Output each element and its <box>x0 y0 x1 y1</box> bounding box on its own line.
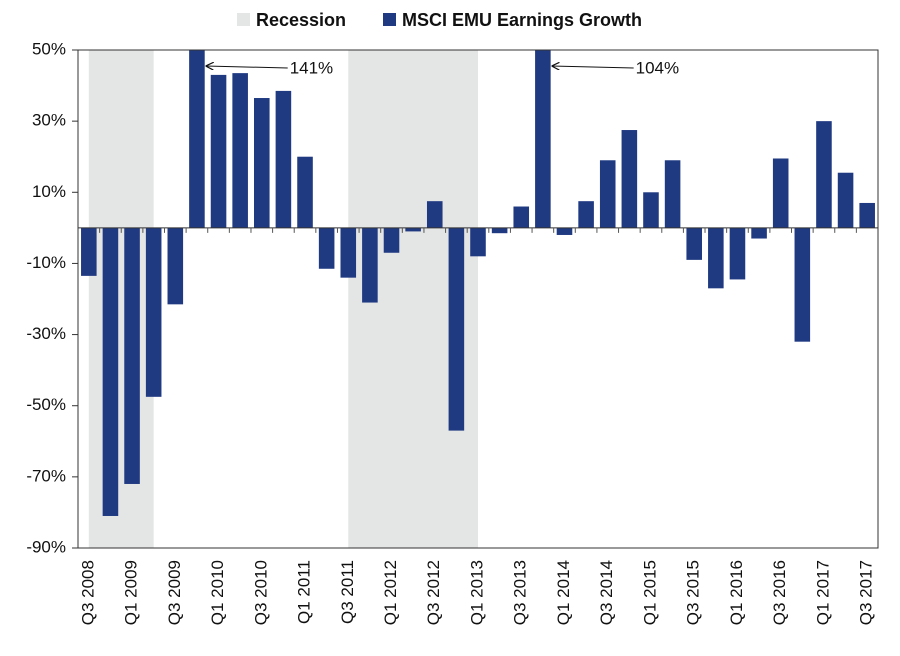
y-tick-label: -50% <box>26 395 66 414</box>
x-tick-label: Q3 2014 <box>597 560 616 625</box>
bar <box>210 74 227 228</box>
x-tick-label: Q3 2008 <box>78 560 97 625</box>
x-tick-label: Q1 2014 <box>554 560 573 625</box>
bar <box>145 227 162 397</box>
bar <box>275 90 292 228</box>
bar <box>513 206 530 228</box>
bar <box>859 202 875 228</box>
x-tick-label: Q1 2016 <box>727 560 746 625</box>
y-tick-label: -90% <box>26 537 66 556</box>
x-tick-label: Q3 2015 <box>684 560 703 625</box>
x-tick-label: Q3 2012 <box>424 560 443 625</box>
bar <box>772 158 789 228</box>
legend-swatch <box>237 13 250 26</box>
y-tick-label: -10% <box>26 253 66 272</box>
y-tick-label: -70% <box>26 466 66 485</box>
bar <box>556 227 573 235</box>
bar <box>794 227 811 342</box>
bar <box>664 160 681 228</box>
bar <box>708 227 724 289</box>
bar <box>578 201 594 228</box>
data-label: 141% <box>290 58 333 77</box>
bar <box>426 201 443 228</box>
x-tick-label: Q1 2010 <box>208 560 227 625</box>
x-tick-label: Q3 2009 <box>165 560 184 625</box>
legend-label: Recession <box>256 10 346 30</box>
bar <box>448 227 465 431</box>
bar <box>816 121 832 228</box>
bar <box>686 227 702 260</box>
x-tick-label: Q1 2011 <box>295 560 314 624</box>
bar <box>383 227 400 253</box>
x-tick-label: Q3 2017 <box>857 560 876 625</box>
recession-band <box>88 50 154 548</box>
bar <box>643 192 659 228</box>
bar <box>297 156 313 228</box>
x-tick-label: Q1 2017 <box>813 560 832 625</box>
bar <box>102 227 119 516</box>
y-tick-label: 10% <box>32 182 66 201</box>
annotation-arrow <box>206 66 288 68</box>
bar <box>340 227 357 278</box>
bar <box>318 227 335 269</box>
bar <box>751 227 767 239</box>
x-tick-label: Q3 2011 <box>338 560 357 624</box>
bar <box>729 227 746 280</box>
bar <box>535 50 551 228</box>
x-tick-label: Q3 2010 <box>251 560 270 625</box>
x-tick-label: Q3 2016 <box>770 560 789 625</box>
legend-swatch <box>383 13 396 26</box>
bar <box>621 130 638 228</box>
x-tick-label: Q1 2015 <box>640 560 659 625</box>
x-tick-label: Q1 2009 <box>122 560 141 625</box>
bar <box>167 227 184 305</box>
bar <box>124 227 140 484</box>
bar <box>599 160 616 228</box>
bar <box>254 98 270 228</box>
bar <box>232 73 248 228</box>
bar <box>837 172 854 228</box>
y-tick-label: -30% <box>26 324 66 343</box>
bar <box>362 227 378 303</box>
x-tick-label: Q3 2013 <box>511 560 530 625</box>
bar <box>81 227 97 276</box>
y-tick-label: 50% <box>32 39 66 58</box>
bar <box>491 227 508 234</box>
plot-frame <box>77 49 879 549</box>
bar <box>470 227 486 257</box>
x-tick-label: Q1 2013 <box>467 560 486 625</box>
bar <box>405 227 421 232</box>
annotation-arrow <box>552 66 634 68</box>
data-label: 104% <box>636 58 679 77</box>
legend-label: MSCI EMU Earnings Growth <box>402 10 642 30</box>
y-tick-label: 30% <box>32 111 66 130</box>
bar <box>189 50 205 228</box>
x-tick-label: Q1 2012 <box>381 560 400 625</box>
